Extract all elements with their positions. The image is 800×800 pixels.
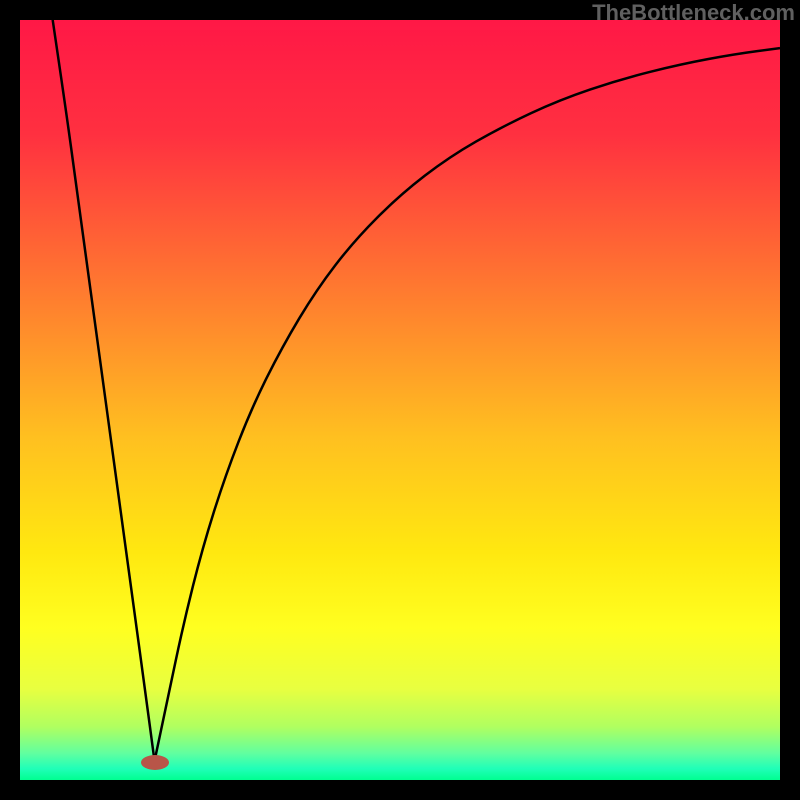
curve-left-branch — [53, 20, 155, 761]
plot-area — [20, 20, 780, 780]
minimum-marker — [141, 755, 169, 770]
bottleneck-curve — [20, 20, 780, 780]
watermark-text: TheBottleneck.com — [592, 0, 795, 26]
curve-right-branch — [155, 48, 780, 761]
